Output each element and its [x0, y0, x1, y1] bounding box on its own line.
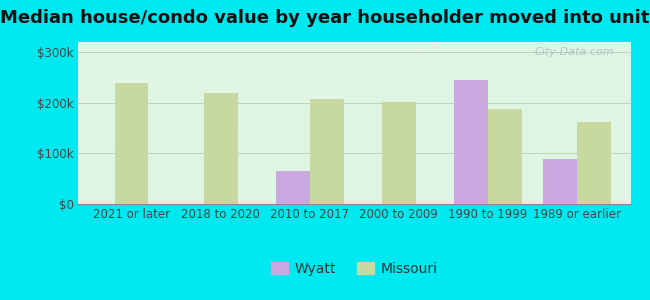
Bar — [454, 80, 488, 204]
Bar — [309, 99, 344, 204]
Legend: Wyatt, Missouri: Wyatt, Missouri — [265, 256, 443, 281]
Bar — [577, 122, 611, 204]
Bar — [203, 93, 237, 204]
Bar — [488, 109, 522, 204]
Bar — [114, 82, 148, 204]
Bar — [382, 102, 416, 204]
Text: City-Data.com: City-Data.com — [534, 47, 614, 57]
Bar — [276, 171, 309, 204]
Text: Median house/condo value by year householder moved into unit: Median house/condo value by year househo… — [0, 9, 650, 27]
Bar — [543, 160, 577, 204]
